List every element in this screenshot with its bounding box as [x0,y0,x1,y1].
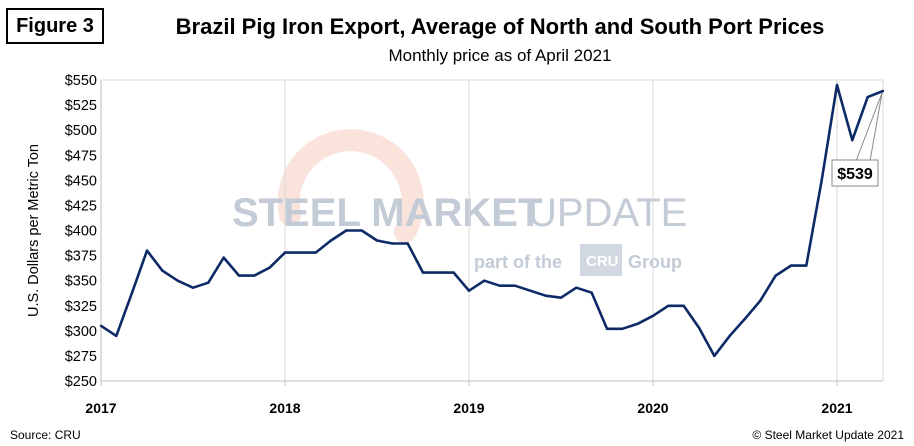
watermark-swoosh-icon [277,129,424,243]
data-point [176,279,179,282]
data-point [728,334,731,338]
series-line [100,83,884,358]
data-point [237,274,241,277]
watermark-logo-text: CRU [586,253,619,270]
data-point [866,95,869,99]
source-note: Source: CRU [10,428,81,442]
data-point [191,286,195,289]
data-point [590,291,593,294]
y-tick-labels: $250 $275 $300 $325 $350 $375 $400 $425 $450 $475… [65,73,97,390]
data-point [391,242,394,245]
y-tick-label: $375 [65,249,97,265]
data-point [529,289,532,292]
y-tick-label: $525 [65,98,97,114]
callout-label: $539 [837,166,873,183]
data-point [161,269,164,272]
data-point [467,289,471,292]
data-point [130,292,133,295]
data-point [697,326,701,329]
watermark-brand-light: UPDATE [528,191,687,235]
data-point [283,251,287,254]
data-point [835,83,839,87]
data-point [621,327,624,330]
watermark: STEEL MARKET UPDATE part of the CRU Grou… [232,129,687,276]
y-axis-label: U.S. Dollars per Metric Ton [26,144,42,317]
data-point [605,327,609,330]
data-point [820,179,823,182]
x-tick-label: 2017 [85,400,116,416]
y-tick-label: $450 [65,173,97,189]
gridlines [284,80,838,381]
y-tick-label: $275 [65,349,97,365]
callout-pointer [855,92,883,162]
data-point [651,314,655,317]
data-point [789,264,793,267]
data-point [667,304,670,307]
data-point [207,281,210,284]
data-point [299,251,302,254]
copyright-note: © Steel Market Update 2021 [752,428,904,442]
data-point [99,324,103,327]
data-point [636,322,639,325]
x-tick-label: 2019 [453,400,484,416]
y-tick-label: $550 [65,73,97,89]
watermark-logo-box [580,244,622,276]
axes [100,79,884,386]
x-tick-labels: 2017 2018 2019 2020 2021 [85,400,852,416]
callout-box [831,159,879,187]
data-point [805,264,808,267]
data-point [483,279,486,282]
data-points [99,83,885,358]
data-point [881,89,885,93]
data-point [268,266,271,269]
y-tick-label: $350 [65,274,97,290]
data-point [452,271,455,274]
data-point [544,294,547,297]
x-tick-label: 2021 [821,400,852,416]
data-point [759,299,762,302]
data-point [115,334,118,338]
data-point [222,256,225,259]
y-tick-label: $300 [65,324,97,340]
data-point [375,239,379,242]
chart-subtitle: Monthly price as of April 2021 [388,46,612,65]
callout: $539 [831,92,883,187]
watermark-brand-bold: STEEL MARKET [232,191,542,235]
data-point [851,139,854,142]
data-point [145,249,149,252]
y-tick-label: $475 [65,148,97,164]
data-point [421,271,425,274]
data-point [498,284,501,287]
data-point [345,229,348,232]
y-tick-label: $250 [65,374,97,390]
data-point [329,239,333,242]
watermark-tagline-prefix: part of the [474,252,562,272]
data-point [575,286,578,289]
x-tick-label: 2018 [269,400,300,416]
data-point [513,284,517,287]
data-point [713,354,716,358]
data-point [774,274,777,277]
data-point [360,229,363,232]
data-point [406,242,409,245]
y-tick-label: $325 [65,299,97,315]
chart-title: Brazil Pig Iron Export, Average of North… [175,14,825,39]
x-tick-label: 2020 [637,400,668,416]
data-point [314,251,317,254]
y-tick-label: $425 [65,198,97,214]
y-tick-label: $500 [65,123,97,139]
data-point [743,317,747,320]
figure-label: Figure 3 [6,8,104,44]
watermark-tagline-suffix: Group [628,252,682,272]
y-tick-label: $400 [65,224,97,240]
data-point [253,274,256,277]
data-point [437,271,440,274]
data-point [559,296,563,299]
data-point [682,304,685,307]
